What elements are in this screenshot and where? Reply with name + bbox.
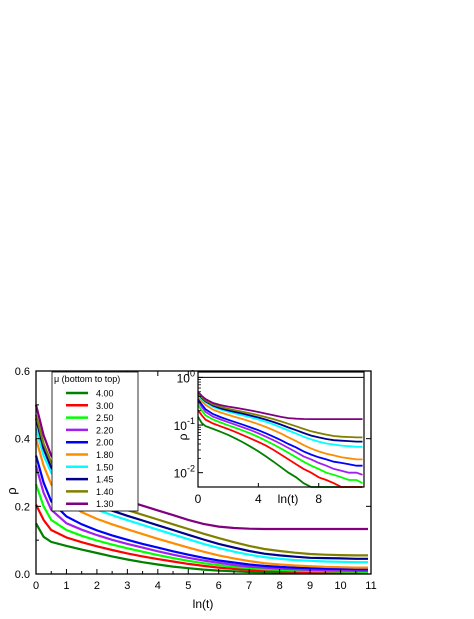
y-tick-label: 0.2 [15,501,30,513]
inset-y-tick-label: 10-2 [174,464,195,481]
inset-x-axis: 0 4 8 [195,483,322,506]
inset-x-tick-label: 0 [195,492,202,506]
inset-series-line-2-50 [197,404,363,484]
legend-label: 1.80 [96,450,114,460]
x-tick-label: 4 [155,580,161,592]
inset-plot: 0 4 8 100 10-1 10-2 ln(t) ρ [174,368,365,506]
series-line-2-00 [34,455,368,571]
x-tick-label: 6 [216,580,222,592]
y-tick-label: 0.0 [15,569,30,581]
inset-series-line-1-80 [197,395,363,461]
legend: μ (bottom to top) 4.00 3.00 2.50 2.20 2.00 1.… [51,371,139,512]
y-tick-label: 0.4 [15,434,30,446]
main-y-axis-label: ρ [4,487,19,494]
legend-frame [51,371,139,512]
x-tick-label: 8 [277,580,283,592]
series-line-2-20 [34,465,369,573]
inset-y-tick-label: 100 [177,368,195,385]
inset-y-axis-label: ρ [176,433,190,440]
legend-label: 1.40 [96,487,114,497]
x-tick-label: 10 [334,580,346,592]
legend-label: 1.50 [96,462,114,472]
legend-items: 4.00 3.00 2.50 2.20 2.00 1.80 1.50 1.45 1.40 1.30 [66,389,114,509]
legend-label: 3.00 [96,401,114,411]
x-tick-label: 2 [94,580,100,592]
x-tick-label: 5 [185,580,191,592]
x-tick-label: 1 [63,580,69,592]
legend-label: 1.30 [96,499,114,509]
inset-x-tick-label: 8 [315,492,322,506]
legend-label: 2.20 [96,425,114,435]
inset-x-axis-label: ln(t) [278,492,299,506]
inset-series-line-2-20 [197,400,363,476]
legend-title: μ (bottom to top) [54,374,120,384]
x-tick-label: 9 [307,580,313,592]
inset-y-tick-label: 10-1 [174,416,195,433]
legend-label: 2.50 [96,413,114,423]
legend-label: 1.45 [96,475,114,485]
inset-series-line-3-00 [197,409,363,488]
legend-label: 2.00 [96,438,114,448]
inset-series-line-1-30 [197,391,363,420]
x-tick-label: 3 [124,580,130,592]
inset-x-tick-label: 4 [255,492,262,506]
inset-series-line-1-45 [197,392,363,443]
legend-label: 4.00 [96,389,114,399]
main-x-axis-label: ln(t) [193,597,214,611]
y-tick-label: 0.6 [15,366,30,378]
inset-series-line-1-40 [197,392,363,439]
x-tick-label: 11 [365,580,376,592]
inset-series-line-1-50 [197,394,363,448]
inset-series-lines [197,376,364,488]
inset-series-line-2-00 [197,398,363,467]
x-tick-label: 7 [246,580,252,592]
inset-y-axis: 100 10-1 10-2 [174,368,203,481]
x-tick-label: 0 [33,580,39,592]
main-y-axis: 0.0 0.2 0.4 0.6 [15,366,371,581]
